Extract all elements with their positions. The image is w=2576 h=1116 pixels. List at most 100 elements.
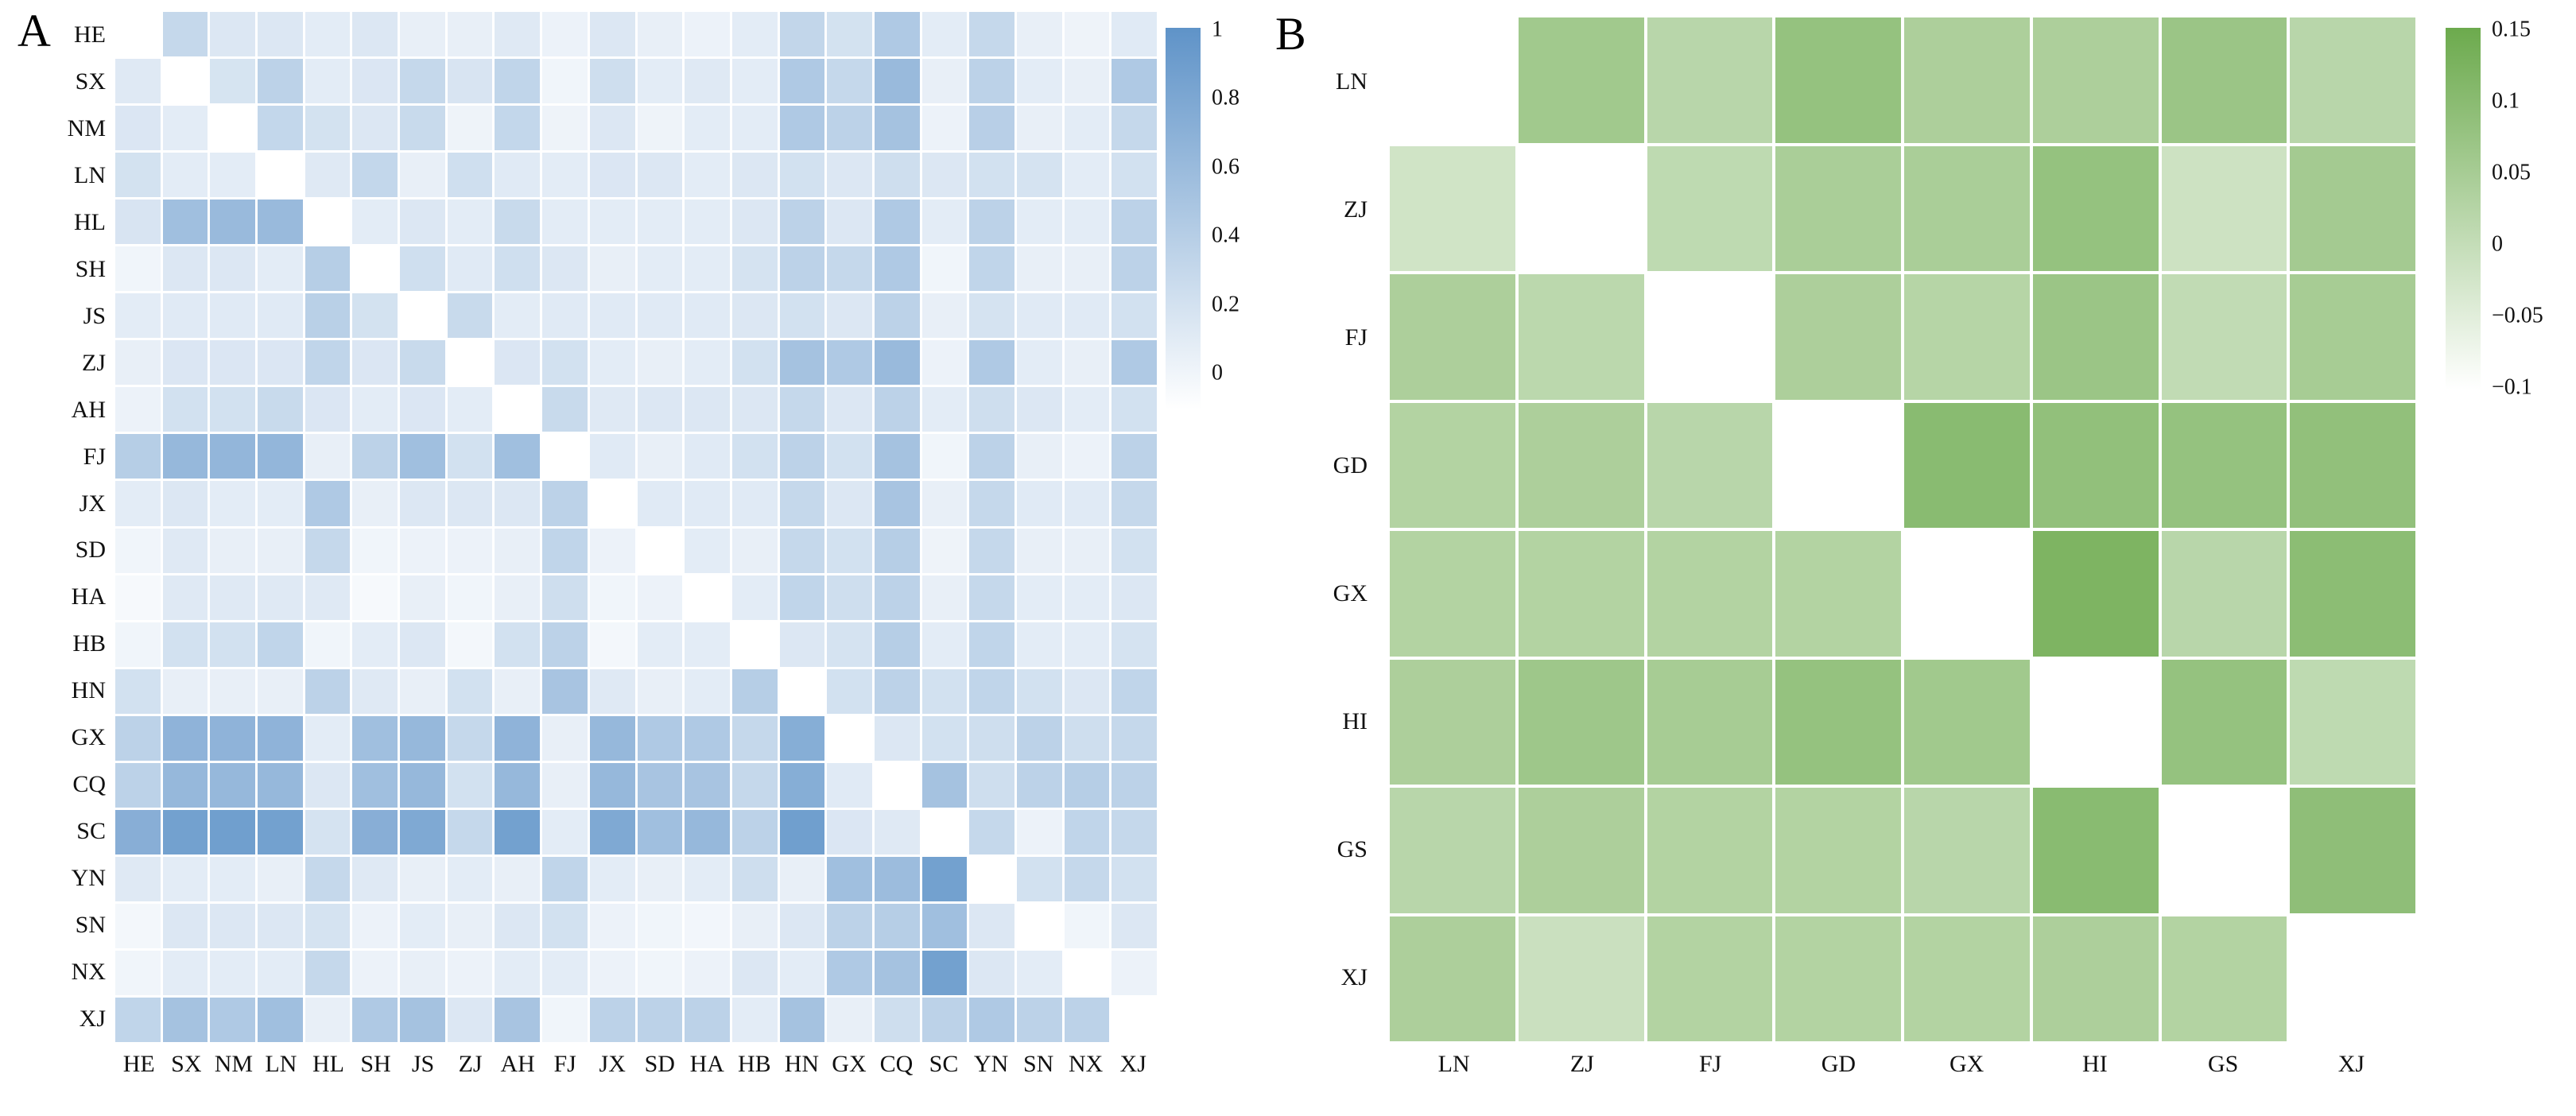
- heatmap-cell: [1775, 916, 1901, 1041]
- col-label: ZJ: [458, 1051, 483, 1077]
- heatmap-cell: [921, 856, 968, 901]
- heatmap-cell: [731, 434, 778, 479]
- heatmap-cell: [1016, 59, 1062, 104]
- heatmap-cell: [731, 528, 778, 573]
- col-label: GX: [832, 1051, 867, 1077]
- heatmap-cell: [827, 153, 872, 198]
- heatmap-cell: [162, 997, 208, 1042]
- heatmap-cell: [305, 950, 351, 995]
- heatmap-cell: [352, 387, 398, 432]
- heatmap-cell: [685, 575, 730, 620]
- heatmap-cell: [258, 293, 303, 339]
- colorbar-tick-label: 0: [2492, 231, 2503, 257]
- row-label: JX: [79, 490, 106, 517]
- heatmap-cell: [542, 246, 588, 292]
- heatmap-cell: [115, 856, 161, 901]
- heatmap-cell: [1111, 246, 1157, 292]
- heatmap-cell: [827, 997, 872, 1042]
- heatmap-cell: [1390, 17, 1515, 143]
- col-label: HN: [784, 1051, 820, 1077]
- heatmap-cell: [1016, 903, 1062, 948]
- heatmap-cell: [731, 246, 778, 292]
- heatmap-cell: [305, 59, 351, 104]
- heatmap-cell: [921, 668, 968, 714]
- col-label: XJ: [1119, 1051, 1146, 1077]
- heatmap-cell: [685, 997, 730, 1042]
- heatmap-cell: [1064, 59, 1110, 104]
- col-label: XJ: [2337, 1051, 2365, 1077]
- heatmap-cell: [2290, 788, 2415, 913]
- col-label: NX: [1069, 1051, 1104, 1077]
- heatmap-cell: [637, 200, 683, 245]
- heatmap-cell: [731, 387, 778, 432]
- heatmap-cell: [731, 200, 778, 245]
- heatmap-cell: [542, 106, 588, 151]
- heatmap-cell: [210, 903, 256, 948]
- heatmap-cell: [969, 434, 1014, 479]
- heatmap-cell: [1016, 622, 1062, 667]
- heatmap-cell: [447, 106, 493, 151]
- heatmap-cell: [400, 903, 445, 948]
- heatmap-cell: [2290, 659, 2415, 785]
- heatmap-cell: [874, 387, 920, 432]
- col-label: GX: [1949, 1051, 1984, 1077]
- heatmap-cell: [827, 481, 872, 526]
- heatmap-cell: [162, 622, 208, 667]
- heatmap-cell: [1111, 387, 1157, 432]
- heatmap-cell: [542, 809, 588, 854]
- heatmap-cell: [162, 668, 208, 714]
- heatmap-cell: [258, 481, 303, 526]
- heatmap-cell: [305, 246, 351, 292]
- heatmap-cell: [115, 106, 161, 151]
- heatmap-cell: [1111, 481, 1157, 526]
- heatmap-cell: [400, 59, 445, 104]
- heatmap-cell: [637, 762, 683, 808]
- heatmap-cell: [400, 106, 445, 151]
- col-label: AH: [500, 1051, 535, 1077]
- heatmap-cell: [685, 903, 730, 948]
- heatmap-cell: [115, 153, 161, 198]
- row-label: ZJ: [1344, 196, 1368, 223]
- heatmap-cell: [495, 153, 541, 198]
- row-label: HA: [71, 583, 106, 610]
- heatmap-cell: [542, 340, 588, 386]
- heatmap-cell: [637, 668, 683, 714]
- heatmap-cell: [969, 997, 1014, 1042]
- heatmap-cell: [921, 622, 968, 667]
- heatmap-cell: [210, 59, 256, 104]
- heatmap-cell: [1775, 17, 1901, 143]
- heatmap-cell: [305, 434, 351, 479]
- row-label: GX: [1333, 579, 1368, 606]
- heatmap-cell: [210, 153, 256, 198]
- heatmap-cell: [210, 528, 256, 573]
- heatmap-cell: [258, 622, 303, 667]
- heatmap-cell: [827, 856, 872, 901]
- heatmap-cell: [2032, 17, 2159, 143]
- heatmap-cell: [1064, 715, 1110, 761]
- heatmap-cell: [352, 200, 398, 245]
- row-label: HB: [72, 630, 106, 657]
- heatmap-cell: [495, 12, 541, 57]
- heatmap-cell: [779, 950, 825, 995]
- heatmap-cell: [1111, 106, 1157, 151]
- heatmap-cell: [1016, 575, 1062, 620]
- heatmap-cell: [921, 200, 968, 245]
- heatmap-cell: [685, 809, 730, 854]
- heatmap-cell: [115, 481, 161, 526]
- row-label: HI: [1342, 707, 1368, 734]
- heatmap-cell: [162, 903, 208, 948]
- heatmap-cell: [400, 622, 445, 667]
- heatmap-cell: [258, 950, 303, 995]
- heatmap-cell: [874, 200, 920, 245]
- heatmap-cell: [162, 575, 208, 620]
- heatmap-cell: [685, 668, 730, 714]
- colorbar-tick-label: −0.1: [2492, 374, 2532, 400]
- heatmap-cell: [589, 668, 635, 714]
- heatmap-cell: [1016, 246, 1062, 292]
- heatmap-cell: [447, 622, 493, 667]
- heatmap-cell: [589, 153, 635, 198]
- heatmap-cell: [542, 856, 588, 901]
- heatmap-cell: [921, 434, 968, 479]
- heatmap-cell: [210, 622, 256, 667]
- heatmap-cell: [400, 434, 445, 479]
